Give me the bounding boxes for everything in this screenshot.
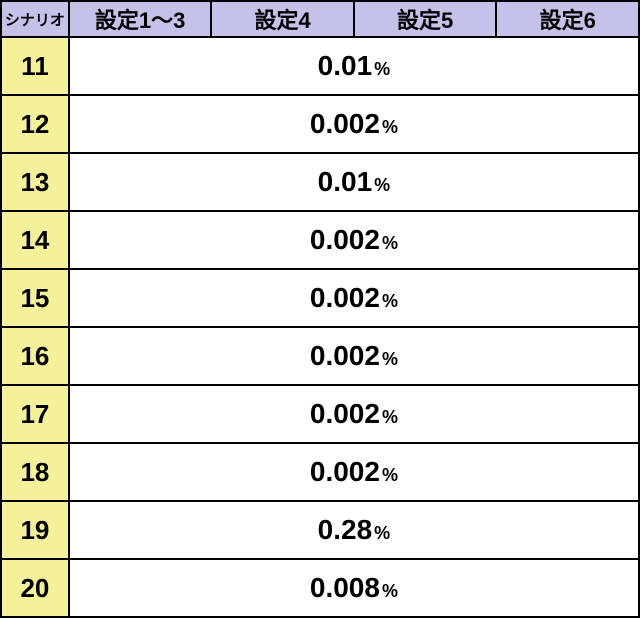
header-row: シナリオ設定1〜3設定4設定5設定6 (1, 1, 639, 37)
row-value-cell: 0.28% (69, 501, 639, 559)
table-row: 140.002% (1, 211, 639, 269)
row-unit: % (382, 465, 398, 486)
row-value-cell: 0.01% (69, 153, 639, 211)
row-value: 0.002 (310, 398, 380, 430)
row-unit: % (374, 175, 390, 196)
row-unit: % (382, 117, 398, 138)
table-row: 170.002% (1, 385, 639, 443)
row-value: 0.28 (318, 514, 373, 546)
row-label: 20 (1, 559, 69, 617)
header-setting-5: 設定5 (354, 1, 497, 37)
table-row: 120.002% (1, 95, 639, 153)
row-label: 11 (1, 37, 69, 95)
row-value: 0.002 (310, 108, 380, 140)
row-label: 14 (1, 211, 69, 269)
probability-table: シナリオ設定1〜3設定4設定5設定6110.01%120.002%130.01%… (0, 0, 640, 618)
header-setting-6: 設定6 (496, 1, 639, 37)
row-value: 0.008 (310, 572, 380, 604)
row-value-cell: 0.01% (69, 37, 639, 95)
table-row: 110.01% (1, 37, 639, 95)
row-value-cell: 0.002% (69, 269, 639, 327)
table-row: 160.002% (1, 327, 639, 385)
row-label: 12 (1, 95, 69, 153)
row-unit: % (382, 581, 398, 602)
table-row: 150.002% (1, 269, 639, 327)
row-value-cell: 0.008% (69, 559, 639, 617)
table-row: 200.008% (1, 559, 639, 617)
row-value: 0.002 (310, 340, 380, 372)
header-setting-1-3: 設定1〜3 (69, 1, 212, 37)
row-value-cell: 0.002% (69, 95, 639, 153)
header-scenario: シナリオ (1, 1, 69, 37)
row-label: 17 (1, 385, 69, 443)
row-label: 18 (1, 443, 69, 501)
row-unit: % (382, 291, 398, 312)
header-setting-4: 設定4 (211, 1, 354, 37)
table-row: 130.01% (1, 153, 639, 211)
row-unit: % (374, 59, 390, 80)
row-unit: % (382, 233, 398, 254)
row-label: 13 (1, 153, 69, 211)
row-unit: % (382, 407, 398, 428)
row-value: 0.002 (310, 282, 380, 314)
row-label: 19 (1, 501, 69, 559)
row-value-cell: 0.002% (69, 443, 639, 501)
row-value-cell: 0.002% (69, 211, 639, 269)
row-unit: % (374, 523, 390, 544)
row-value-cell: 0.002% (69, 385, 639, 443)
table-row: 190.28% (1, 501, 639, 559)
row-label: 16 (1, 327, 69, 385)
row-value: 0.01 (318, 166, 373, 198)
row-value-cell: 0.002% (69, 327, 639, 385)
row-value: 0.002 (310, 224, 380, 256)
row-value: 0.002 (310, 456, 380, 488)
row-unit: % (382, 349, 398, 370)
row-value: 0.01 (318, 50, 373, 82)
row-label: 15 (1, 269, 69, 327)
table-row: 180.002% (1, 443, 639, 501)
